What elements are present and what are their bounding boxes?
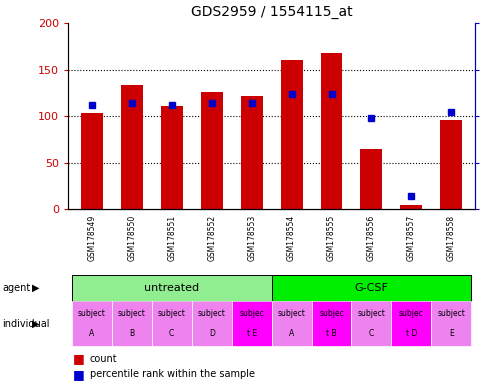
Bar xyxy=(360,149,382,209)
Text: subject: subject xyxy=(277,309,305,318)
Text: B: B xyxy=(129,329,134,338)
Text: agent: agent xyxy=(2,283,30,293)
Text: individual: individual xyxy=(2,318,50,329)
Bar xyxy=(439,120,461,209)
Bar xyxy=(271,301,311,346)
Bar xyxy=(81,113,103,209)
Text: C: C xyxy=(368,329,373,338)
Text: GSM178553: GSM178553 xyxy=(247,215,256,261)
Text: GSM178558: GSM178558 xyxy=(446,215,455,261)
Text: t D: t D xyxy=(405,329,416,338)
Bar xyxy=(72,301,112,346)
Bar xyxy=(200,92,222,209)
Bar xyxy=(72,275,271,301)
Bar xyxy=(151,301,191,346)
Text: GSM178551: GSM178551 xyxy=(167,215,176,261)
Text: GSM178557: GSM178557 xyxy=(406,215,415,261)
Text: GSM178549: GSM178549 xyxy=(87,215,96,261)
Bar xyxy=(320,53,342,209)
Text: ■: ■ xyxy=(73,353,84,366)
Bar xyxy=(391,301,430,346)
Text: count: count xyxy=(90,354,117,364)
Text: D: D xyxy=(208,329,214,338)
Bar xyxy=(351,301,391,346)
Text: GSM178552: GSM178552 xyxy=(207,215,216,261)
Text: subject: subject xyxy=(157,309,185,318)
Text: E: E xyxy=(448,329,453,338)
Text: subject: subject xyxy=(78,309,106,318)
Text: ■: ■ xyxy=(73,368,84,381)
Text: subject: subject xyxy=(197,309,225,318)
Bar xyxy=(191,301,231,346)
Text: GSM178550: GSM178550 xyxy=(127,215,136,261)
Text: GSM178556: GSM178556 xyxy=(366,215,375,261)
Title: GDS2959 / 1554115_at: GDS2959 / 1554115_at xyxy=(190,5,352,19)
Text: percentile rank within the sample: percentile rank within the sample xyxy=(90,369,254,379)
Text: A: A xyxy=(89,329,94,338)
Text: G-CSF: G-CSF xyxy=(354,283,388,293)
Bar xyxy=(121,85,142,209)
Text: GSM178554: GSM178554 xyxy=(287,215,295,261)
Text: subjec: subjec xyxy=(398,309,423,318)
Text: C: C xyxy=(169,329,174,338)
Text: untreated: untreated xyxy=(144,283,199,293)
Bar xyxy=(160,106,182,209)
Bar xyxy=(311,301,351,346)
Bar xyxy=(280,60,302,209)
Text: A: A xyxy=(288,329,294,338)
Text: subject: subject xyxy=(357,309,385,318)
Bar xyxy=(112,301,151,346)
Text: ▶: ▶ xyxy=(31,318,39,329)
Text: GSM178555: GSM178555 xyxy=(326,215,335,261)
Text: t B: t B xyxy=(326,329,336,338)
Text: ▶: ▶ xyxy=(31,283,39,293)
Bar xyxy=(271,275,470,301)
Text: subject: subject xyxy=(437,309,464,318)
Text: t E: t E xyxy=(246,329,256,338)
Bar xyxy=(400,205,422,209)
Text: subjec: subjec xyxy=(239,309,263,318)
Bar xyxy=(231,301,271,346)
Text: subjec: subjec xyxy=(318,309,343,318)
Bar xyxy=(240,96,262,209)
Text: subject: subject xyxy=(118,309,146,318)
Bar xyxy=(430,301,470,346)
